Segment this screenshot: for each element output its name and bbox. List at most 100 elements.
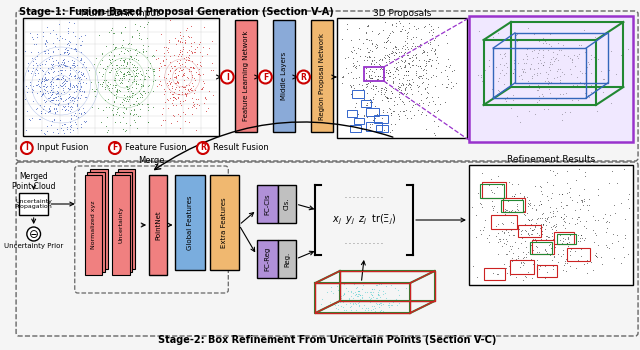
Point	[561, 202, 571, 208]
Point	[51, 94, 61, 100]
Point	[354, 303, 364, 309]
Point	[517, 196, 527, 202]
Point	[576, 232, 586, 238]
Point	[70, 72, 81, 78]
Point	[72, 102, 82, 107]
Point	[373, 73, 383, 78]
Point	[607, 240, 618, 246]
Point	[372, 291, 383, 296]
Point	[53, 69, 63, 74]
Point	[116, 55, 127, 61]
Point	[429, 118, 440, 124]
Point	[41, 38, 51, 43]
Point	[493, 79, 503, 84]
Point	[532, 60, 543, 65]
Point	[186, 64, 196, 69]
Point	[509, 72, 520, 77]
Point	[487, 198, 497, 204]
Point	[573, 55, 583, 61]
Point	[379, 40, 389, 45]
Point	[47, 97, 58, 103]
Point	[556, 253, 566, 258]
Point	[107, 107, 117, 113]
Point	[372, 111, 382, 117]
Point	[76, 83, 86, 89]
Point	[558, 216, 568, 222]
Point	[523, 203, 533, 209]
Point	[368, 294, 378, 300]
Point	[392, 84, 403, 89]
Point	[132, 28, 142, 33]
Text: Feature Fusion: Feature Fusion	[125, 144, 186, 153]
Point	[68, 29, 78, 35]
Point	[345, 124, 355, 129]
Point	[391, 50, 401, 56]
Point	[184, 68, 195, 74]
Point	[26, 79, 36, 85]
Point	[534, 249, 544, 255]
Point	[35, 88, 45, 93]
Point	[529, 66, 540, 72]
Point	[553, 84, 563, 89]
Point	[395, 108, 405, 113]
Point	[143, 43, 153, 49]
Point	[570, 207, 580, 212]
Point	[154, 73, 164, 78]
Point	[176, 35, 186, 41]
Point	[118, 57, 129, 63]
Point	[116, 80, 127, 86]
Point	[113, 87, 124, 92]
Point	[416, 111, 426, 117]
Point	[378, 86, 388, 92]
Point	[531, 220, 541, 226]
Point	[598, 215, 608, 221]
Point	[55, 83, 65, 88]
Point	[129, 68, 139, 74]
Point	[42, 88, 52, 93]
Point	[127, 94, 137, 100]
Point	[197, 53, 207, 59]
Point	[624, 191, 634, 196]
Point	[402, 44, 412, 50]
Point	[388, 78, 398, 84]
Point	[380, 89, 390, 95]
Point	[187, 50, 197, 56]
Point	[124, 71, 134, 77]
Point	[48, 96, 58, 101]
Point	[172, 91, 182, 97]
Bar	[484, 268, 505, 280]
Point	[58, 62, 68, 67]
Point	[588, 214, 598, 219]
Point	[79, 119, 90, 125]
Point	[189, 65, 199, 71]
Point	[580, 245, 591, 251]
Point	[508, 250, 518, 256]
Point	[493, 271, 503, 277]
Point	[76, 42, 86, 48]
Bar	[532, 240, 554, 254]
Point	[118, 75, 129, 81]
Point	[378, 301, 388, 307]
Point	[63, 51, 73, 57]
Point	[105, 69, 115, 75]
Text: Region Proposal Network: Region Proposal Network	[319, 33, 325, 119]
Point	[68, 98, 79, 104]
Point	[132, 100, 143, 106]
Point	[579, 186, 589, 192]
Point	[524, 232, 534, 237]
Point	[531, 238, 541, 244]
Point	[538, 40, 548, 46]
Point	[70, 95, 80, 101]
Point	[480, 67, 490, 73]
Point	[411, 68, 421, 74]
Point	[174, 60, 184, 66]
Point	[42, 83, 52, 88]
Point	[130, 64, 140, 69]
Point	[76, 49, 86, 55]
Point	[333, 307, 343, 312]
Point	[383, 71, 393, 76]
Point	[417, 50, 427, 55]
Point	[608, 231, 618, 236]
Point	[519, 254, 529, 260]
Point	[380, 290, 390, 295]
